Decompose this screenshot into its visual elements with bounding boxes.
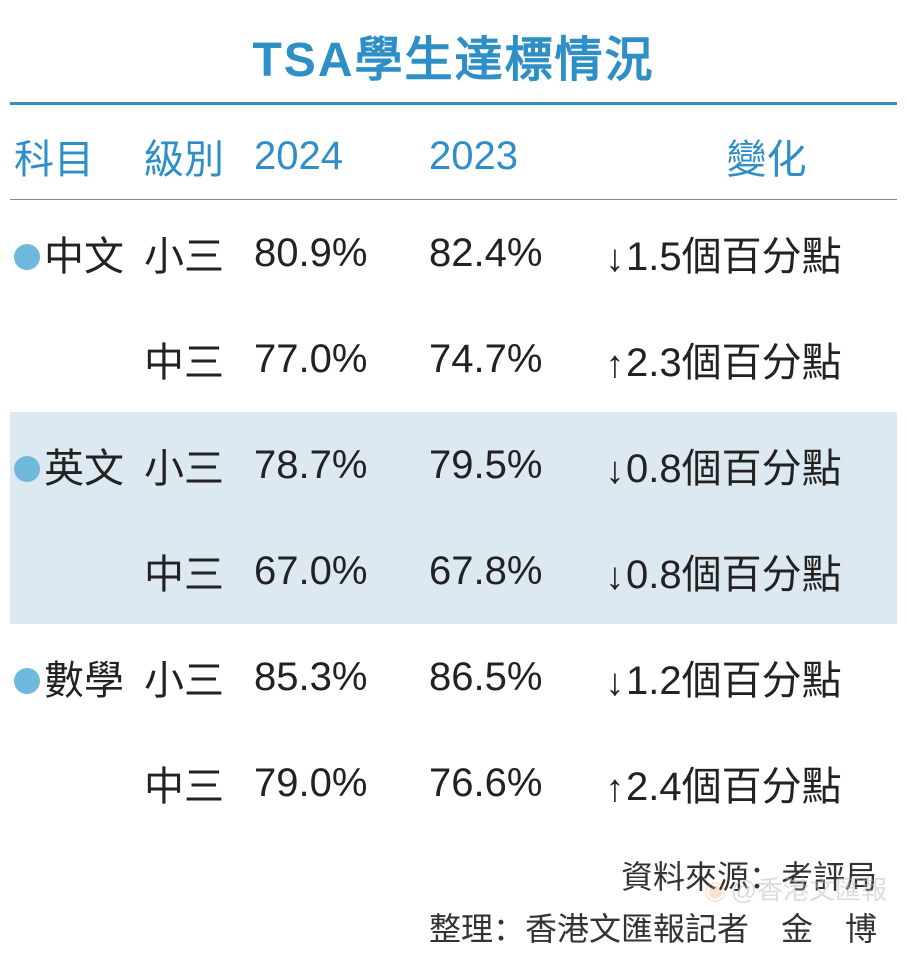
cell-2024: 77.0%	[250, 306, 425, 412]
col-header-level: 級別	[140, 113, 250, 200]
cell-level: 小三	[140, 200, 250, 307]
cell-2023: 76.6%	[425, 730, 600, 836]
col-header-change: 變化	[600, 113, 897, 200]
page-title: TSA學生達標情況	[10, 20, 897, 90]
table-row: 中三67.0%67.8%↓0.8個百分點	[10, 518, 897, 624]
cell-2024: 78.7%	[250, 412, 425, 518]
subject-label: 英文	[44, 447, 124, 491]
cell-2023: 79.5%	[425, 412, 600, 518]
cell-subject	[10, 518, 140, 624]
cell-2024: 85.3%	[250, 624, 425, 730]
col-header-2024: 2024	[250, 113, 425, 200]
cell-2023: 67.8%	[425, 518, 600, 624]
arrow-down-icon: ↓	[604, 556, 626, 599]
arrow-down-icon: ↓	[604, 450, 626, 493]
footer: 資料來源：考評局 整理：香港文匯報記者 金 博	[10, 836, 897, 950]
table-row: 數學小三85.3%86.5%↓1.2個百分點	[10, 624, 897, 730]
change-label: 1.2個百分點	[626, 659, 842, 703]
cell-2023: 74.7%	[425, 306, 600, 412]
cell-2024: 80.9%	[250, 200, 425, 307]
cell-change: ↓1.5個百分點	[600, 200, 897, 307]
cell-level: 中三	[140, 518, 250, 624]
footer-source: 資料來源：考評局	[10, 852, 877, 898]
cell-subject: 數學	[10, 624, 140, 730]
table-container: TSA學生達標情況 科目 級別 2024 2023 變化 中文小三80.9%82…	[0, 0, 907, 960]
data-table: 科目 級別 2024 2023 變化 中文小三80.9%82.4%↓1.5個百分…	[10, 113, 897, 836]
bullet-icon	[14, 244, 40, 270]
cell-change: ↑2.3個百分點	[600, 306, 897, 412]
col-header-2023: 2023	[425, 113, 600, 200]
cell-2023: 86.5%	[425, 624, 600, 730]
cell-change: ↓0.8個百分點	[600, 412, 897, 518]
table-row: 中三79.0%76.6%↑2.4個百分點	[10, 730, 897, 836]
change-label: 0.8個百分點	[626, 553, 842, 597]
cell-subject	[10, 730, 140, 836]
cell-2024: 67.0%	[250, 518, 425, 624]
cell-change: ↓1.2個百分點	[600, 624, 897, 730]
cell-2024: 79.0%	[250, 730, 425, 836]
arrow-up-icon: ↑	[604, 344, 626, 387]
cell-change: ↓0.8個百分點	[600, 518, 897, 624]
subject-label: 中文	[44, 235, 124, 279]
cell-subject: 英文	[10, 412, 140, 518]
change-label: 1.5個百分點	[626, 235, 842, 279]
cell-subject	[10, 306, 140, 412]
title-rule	[10, 102, 897, 105]
col-header-subject: 科目	[10, 113, 140, 200]
arrow-down-icon: ↓	[604, 238, 626, 281]
cell-change: ↑2.4個百分點	[600, 730, 897, 836]
change-label: 0.8個百分點	[626, 447, 842, 491]
table-row: 中文小三80.9%82.4%↓1.5個百分點	[10, 200, 897, 307]
footer-author: 整理：香港文匯報記者 金 博	[10, 904, 877, 950]
arrow-down-icon: ↓	[604, 662, 626, 705]
bullet-icon	[14, 456, 40, 482]
cell-subject: 中文	[10, 200, 140, 307]
cell-level: 中三	[140, 306, 250, 412]
table-row: 中三77.0%74.7%↑2.3個百分點	[10, 306, 897, 412]
change-label: 2.3個百分點	[626, 341, 842, 385]
cell-level: 小三	[140, 624, 250, 730]
cell-2023: 82.4%	[425, 200, 600, 307]
subject-label: 數學	[44, 659, 124, 703]
cell-level: 小三	[140, 412, 250, 518]
header-row: 科目 級別 2024 2023 變化	[10, 113, 897, 200]
table-row: 英文小三78.7%79.5%↓0.8個百分點	[10, 412, 897, 518]
cell-level: 中三	[140, 730, 250, 836]
change-label: 2.4個百分點	[626, 765, 842, 809]
bullet-icon	[14, 668, 40, 694]
arrow-up-icon: ↑	[604, 768, 626, 811]
